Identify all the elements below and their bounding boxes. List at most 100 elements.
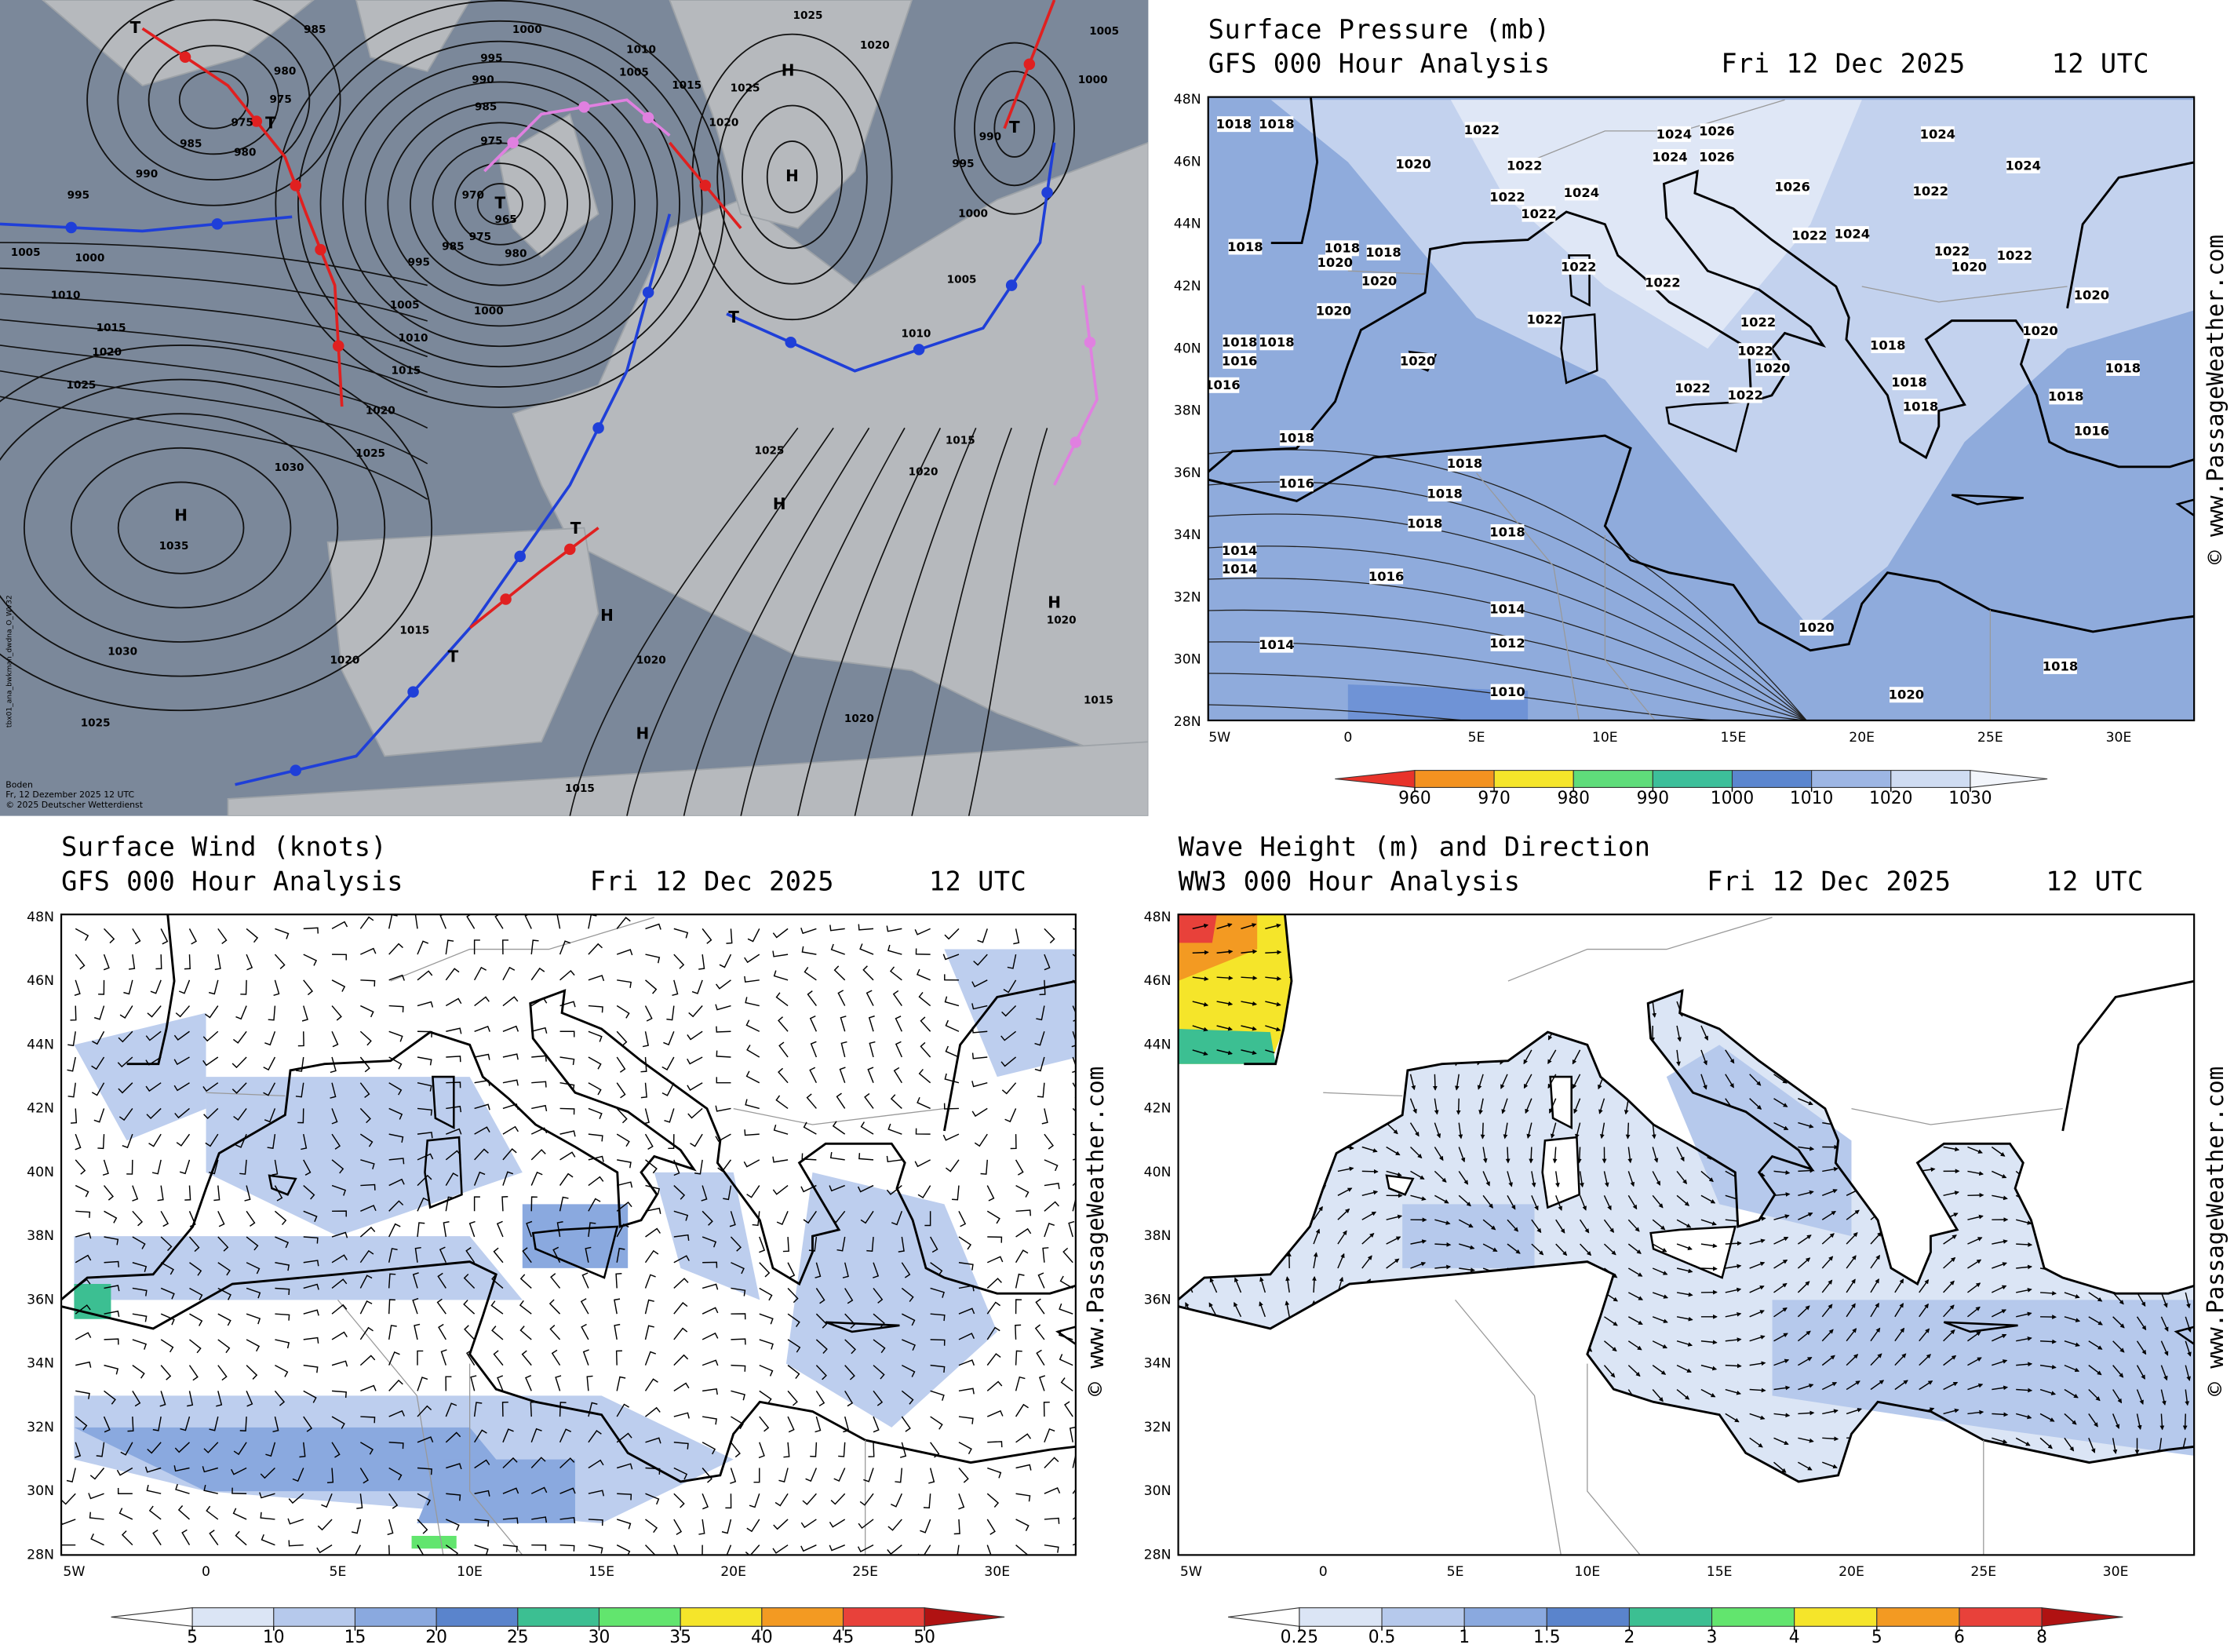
wind-barb [331, 1360, 348, 1367]
wind-barb [274, 954, 286, 970]
isobar [178, 70, 249, 129]
wind-barb [588, 1056, 602, 1070]
isobar-label-box [1259, 116, 1294, 133]
isobar-label-box [1223, 561, 1257, 578]
wind-barb [209, 1530, 219, 1546]
isobar-label: 1014 [1259, 637, 1294, 652]
wind-barb [844, 1390, 854, 1407]
isobar-label: 1022 [1489, 189, 1525, 204]
wind-barb [759, 1364, 774, 1377]
wind-barb [787, 1287, 799, 1304]
isobar-label: 1022 [1675, 381, 1710, 396]
wave-arrow [1676, 1049, 1681, 1067]
colorbar-segment [1711, 1607, 1795, 1627]
wave-arrow [1943, 1256, 1956, 1269]
longitude-label: 5W [63, 1564, 85, 1580]
wave-arrow [1676, 1267, 1693, 1274]
wind-barb [901, 1416, 911, 1432]
wave-arrow [1241, 1025, 1257, 1031]
wind-barb [556, 1221, 563, 1238]
latitude-label: 42N [1144, 1101, 1172, 1117]
wind-barb [359, 1133, 374, 1147]
wind-barb [331, 1030, 339, 1048]
wind-barb [730, 1236, 742, 1252]
wave-arrow [2182, 1413, 2188, 1431]
wind-barb [717, 1159, 732, 1172]
colorbar-label: 1000 [1711, 789, 1754, 808]
wave-arrow [1821, 1279, 1833, 1293]
isobar-label-box [1738, 343, 1773, 359]
wind-barb [694, 1159, 703, 1175]
wind-barb [239, 1417, 247, 1432]
wind-barb [772, 1185, 789, 1195]
isobar-label: 995 [408, 256, 430, 268]
wind-barb [235, 1530, 247, 1546]
wind-barb [205, 1133, 219, 1147]
wind-barb [303, 1159, 312, 1176]
wind-barb [745, 1544, 760, 1555]
wind-barb [986, 1353, 1001, 1366]
pressure-field [1270, 100, 2195, 629]
wind-barb [958, 1210, 967, 1227]
colorbar-segment [598, 1607, 681, 1627]
wind-barb [66, 1468, 76, 1483]
watermark: © www.PassageWeather.com [2202, 235, 2229, 564]
wind-barb [581, 1323, 589, 1340]
isobar [476, 183, 523, 225]
wind-barb [1003, 979, 1017, 994]
wave-arrow [1725, 1241, 1742, 1246]
wind-barb [75, 1416, 88, 1431]
isobar-label: 1000 [474, 305, 504, 317]
isobar-label-box [1657, 126, 1691, 142]
wind-barb [977, 928, 988, 943]
longitude-label: 25E [1970, 1564, 1996, 1580]
isobar-label: 1025 [355, 447, 385, 460]
land [227, 741, 1149, 816]
isobar-label: 1018 [1489, 524, 1525, 539]
isobar [974, 70, 1055, 187]
wind-barb [1044, 1183, 1060, 1190]
wave-arrow [1265, 1001, 1281, 1007]
wind-barb [673, 1278, 689, 1289]
isobar-label: 1022 [1913, 184, 1948, 199]
pressure-center: T [130, 18, 141, 37]
wave-arrow [1216, 1025, 1233, 1031]
isobar-label-box [1427, 485, 1462, 501]
isobar-label-box [1728, 387, 1762, 403]
wind-barb [474, 1053, 490, 1060]
wind-barb [1069, 1426, 1076, 1442]
wind-barb [356, 1493, 363, 1509]
cold-front [726, 142, 1056, 373]
wind-barb [719, 954, 732, 968]
wind-barb [388, 1351, 400, 1366]
colorbar-extension [1970, 769, 2048, 789]
wind-barb [895, 1468, 903, 1483]
wind-barb [673, 1467, 688, 1480]
wind-barb [1059, 1329, 1073, 1340]
isobar-label: 1030 [275, 461, 304, 474]
wind-barb [388, 943, 403, 955]
colorbar-extension [1228, 1607, 1300, 1627]
wind-barb [930, 1313, 946, 1322]
wind-barb [232, 1030, 247, 1044]
wind-barb [1042, 1247, 1049, 1263]
wind-barb [1039, 979, 1046, 996]
isobar-label-box [1741, 314, 1775, 330]
wave-arrow [1523, 1074, 1532, 1089]
wind-barb [615, 1273, 622, 1289]
isobar-label-box [1490, 601, 1525, 618]
wind-barb [160, 1313, 175, 1326]
isobar-label: 1020 [1798, 620, 1834, 635]
isobar-label: 1020 [1316, 304, 1351, 319]
wind-barb [417, 940, 429, 955]
wave-arrow [1627, 1243, 1642, 1254]
wind-barb [359, 1275, 373, 1289]
colorbar-label: 960 [1398, 789, 1431, 808]
wind-barb [776, 1211, 789, 1225]
wind-barb [730, 1468, 737, 1484]
wind-barb [75, 1442, 82, 1458]
isobar-label-box [1913, 183, 1948, 199]
wind-barb [446, 1128, 462, 1135]
wind-barb [445, 1544, 459, 1555]
wind-barb [839, 1067, 846, 1083]
